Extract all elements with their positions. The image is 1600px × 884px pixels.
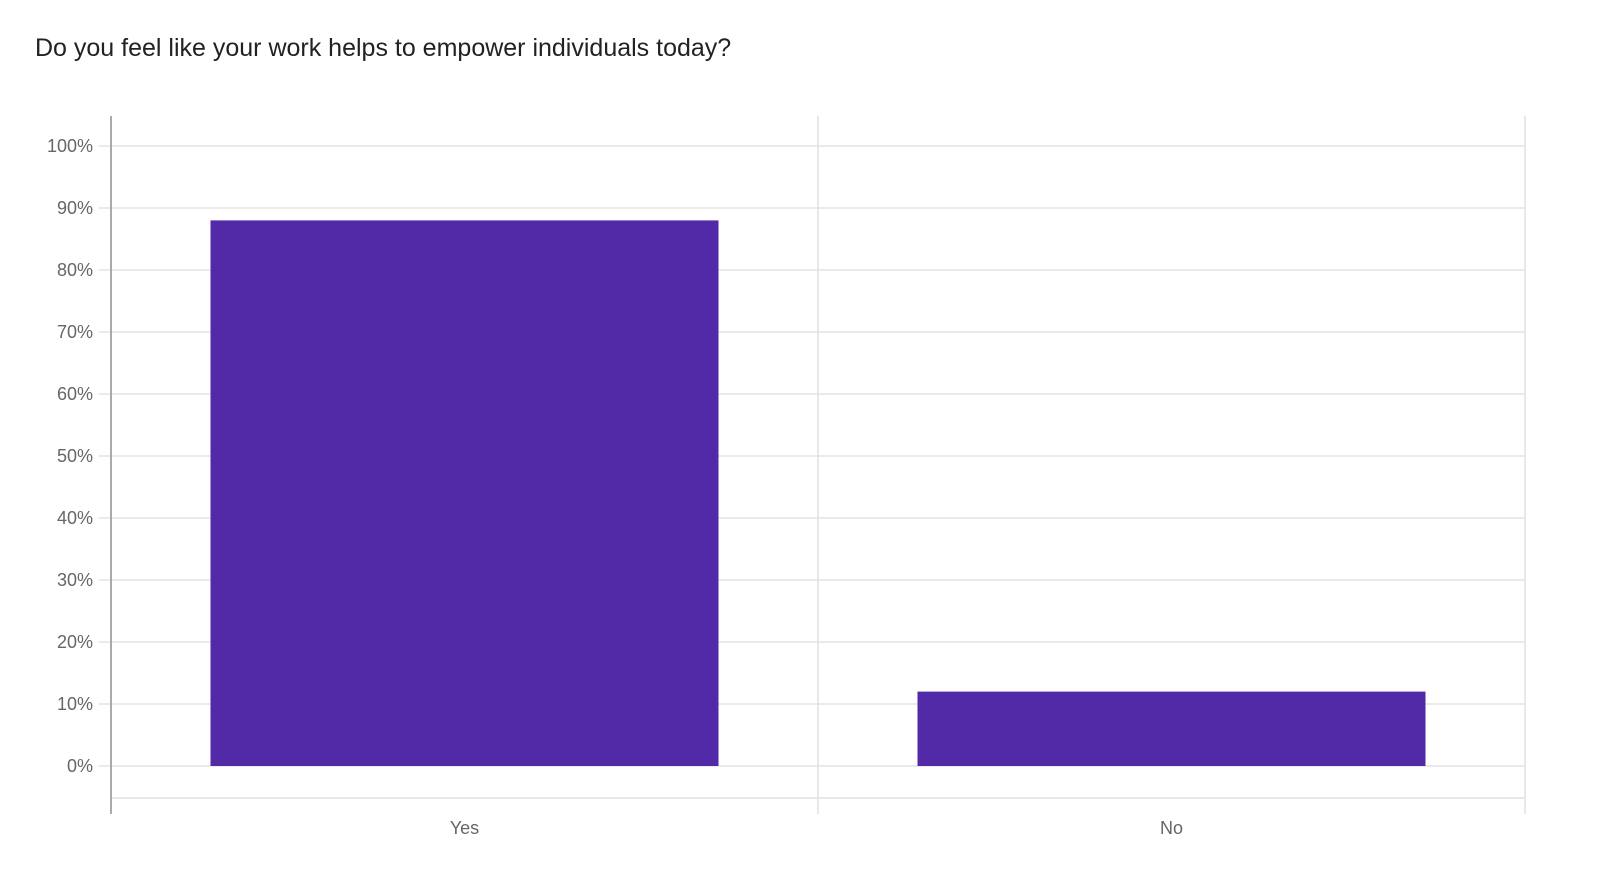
x-tick-label: No xyxy=(1160,818,1183,838)
chart-title: Do you feel like your work helps to empo… xyxy=(35,34,732,62)
bar-yes xyxy=(210,220,719,766)
y-tick-label: 30% xyxy=(57,570,93,590)
y-tick-label: 90% xyxy=(57,198,93,218)
bar-no xyxy=(917,691,1426,766)
y-tick-label: 50% xyxy=(57,446,93,466)
y-tick-label: 10% xyxy=(57,694,93,714)
y-tick-label: 80% xyxy=(57,260,93,280)
y-tick-label: 0% xyxy=(67,756,93,776)
y-tick-label: 40% xyxy=(57,508,93,528)
y-tick-label: 60% xyxy=(57,384,93,404)
y-tick-label: 70% xyxy=(57,322,93,342)
x-tick-label: Yes xyxy=(450,818,479,838)
y-tick-label: 100% xyxy=(47,136,93,156)
y-tick-label: 20% xyxy=(57,632,93,652)
